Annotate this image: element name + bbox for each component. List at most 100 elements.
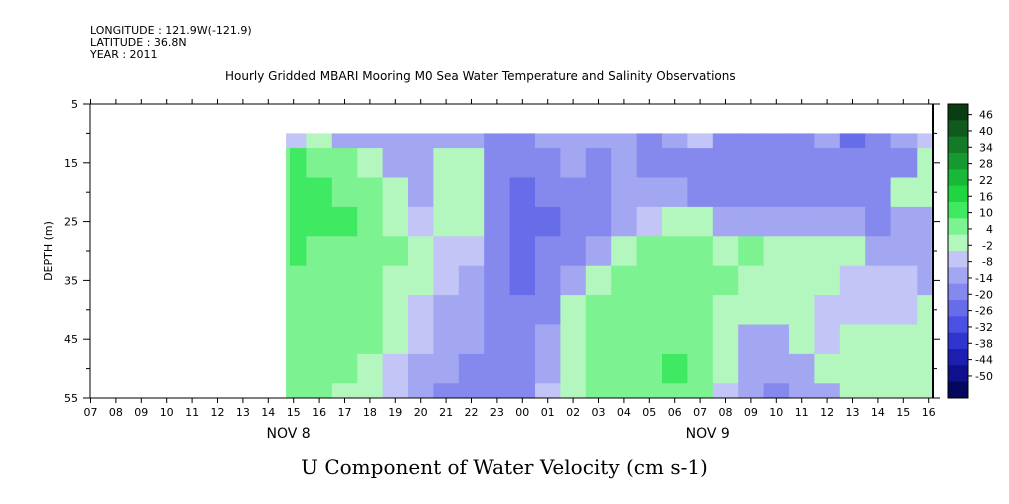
heatmap-cell xyxy=(509,148,536,179)
heatmap-cell xyxy=(331,353,358,384)
heatmap-cell xyxy=(433,295,460,326)
heatmap-cell xyxy=(687,353,714,384)
x-tick-label: 04 xyxy=(617,406,631,419)
heatmap-cell xyxy=(738,177,765,208)
heatmap-cell xyxy=(687,206,714,237)
heatmap-cell xyxy=(585,265,612,296)
heatmap-cell xyxy=(662,133,688,149)
colorbar-tick-label: 22 xyxy=(979,174,993,187)
heatmap-cell xyxy=(289,236,307,267)
x-tick-label: 07 xyxy=(84,406,98,419)
heatmap-cell xyxy=(611,177,638,208)
heatmap-cell xyxy=(738,324,765,355)
heatmap-cell xyxy=(662,206,688,237)
heatmap-cell xyxy=(839,236,866,267)
heatmap-cell xyxy=(560,383,587,398)
heatmap-cell xyxy=(687,148,714,179)
heatmap-cell xyxy=(611,295,638,326)
heatmap-cell xyxy=(636,383,663,398)
heatmap-cell xyxy=(289,295,307,326)
heatmap-cell xyxy=(763,324,790,355)
heatmap-cell xyxy=(306,177,333,208)
colorbar-tick-label: 40 xyxy=(979,125,993,138)
heatmap-cell xyxy=(458,177,485,208)
heatmap-cell xyxy=(738,206,765,237)
colorbar-tick-label: 16 xyxy=(979,190,993,203)
x-tick-label: 13 xyxy=(236,406,250,419)
heatmap-cell xyxy=(306,133,333,149)
heatmap-cell xyxy=(484,353,511,384)
heatmap-cell xyxy=(408,206,434,237)
heatmap-cells xyxy=(286,133,932,398)
heatmap-cell xyxy=(458,295,485,326)
heatmap-cell xyxy=(286,148,291,179)
x-tick-label: 19 xyxy=(388,406,402,419)
heatmap-cell xyxy=(890,295,918,326)
heatmap-cell xyxy=(535,265,561,296)
heatmap-cell xyxy=(433,353,460,384)
heatmap-cell xyxy=(306,265,333,296)
heatmap-cell xyxy=(636,177,663,208)
x-tick-label: 12 xyxy=(820,406,834,419)
heatmap-cell xyxy=(289,353,307,384)
heatmap-cell xyxy=(509,295,536,326)
heatmap-cell xyxy=(890,383,918,398)
heatmap-cell xyxy=(662,148,688,179)
colorbar-swatch xyxy=(948,267,968,285)
y-tick-label: 5 xyxy=(71,98,78,111)
heatmap-cell xyxy=(509,324,536,355)
colorbar-tick-label: 28 xyxy=(979,158,993,171)
heatmap-cell xyxy=(789,295,815,326)
heatmap-cell xyxy=(331,383,358,398)
heatmap-cell xyxy=(289,206,307,237)
heatmap-cell xyxy=(535,353,561,384)
heatmap-cell xyxy=(306,206,333,237)
heatmap-cell xyxy=(839,353,866,384)
heatmap-cell xyxy=(839,148,866,179)
heatmap-cell xyxy=(789,383,815,398)
heatmap-cell xyxy=(738,353,765,384)
heatmap-cell xyxy=(890,133,918,149)
heatmap-cell xyxy=(509,383,536,398)
heatmap-cell xyxy=(611,383,638,398)
heatmap-cell xyxy=(484,295,511,326)
heatmap-cell xyxy=(331,148,358,179)
heatmap-cell xyxy=(382,295,409,326)
heatmap-cell xyxy=(789,177,815,208)
heatmap-cell xyxy=(917,353,932,384)
heatmap-cell xyxy=(458,236,485,267)
heatmap-cell xyxy=(382,236,409,267)
heatmap-cell xyxy=(763,383,790,398)
heatmap-cell xyxy=(535,177,561,208)
heatmap-cell xyxy=(865,206,892,237)
heatmap-cell xyxy=(789,265,815,296)
heatmap-cell xyxy=(357,295,384,326)
year-label: YEAR : 2011 xyxy=(90,48,158,61)
heatmap-cell xyxy=(585,148,612,179)
heatmap-cell xyxy=(585,353,612,384)
x-tick-label: 00 xyxy=(515,406,529,419)
heatmap-cell xyxy=(917,265,932,296)
heatmap-cell xyxy=(814,353,841,384)
heatmap-cell xyxy=(408,148,434,179)
x-tick-label: 21 xyxy=(439,406,453,419)
heatmap-cell xyxy=(789,148,815,179)
heatmap-cell xyxy=(585,324,612,355)
colorbar-tick-label: -14 xyxy=(975,272,993,285)
heatmap-cell xyxy=(509,353,536,384)
heatmap-cell xyxy=(433,324,460,355)
heatmap-cell xyxy=(484,236,511,267)
heatmap-cell xyxy=(712,206,739,237)
colorbar-swatch xyxy=(948,251,968,268)
heatmap-cell xyxy=(917,295,932,326)
heatmap-cell xyxy=(286,353,291,384)
heatmap-cell xyxy=(636,324,663,355)
heatmap-cell xyxy=(585,206,612,237)
heatmap-cell xyxy=(357,177,384,208)
heatmap-cell xyxy=(306,383,333,398)
x-tick-label: 16 xyxy=(312,406,326,419)
heatmap-cell xyxy=(408,353,434,384)
x-tick-label: 11 xyxy=(795,406,809,419)
x-tick-label: 10 xyxy=(160,406,174,419)
heatmap-cell xyxy=(458,324,485,355)
